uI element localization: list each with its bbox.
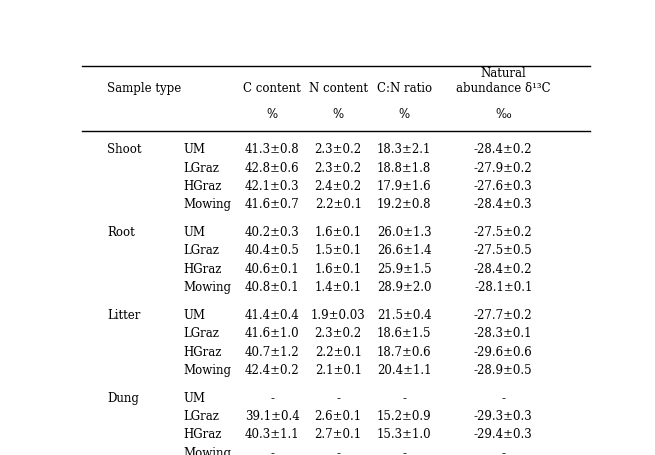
Text: HGraz: HGraz <box>183 345 222 358</box>
Text: 19.2±0.8: 19.2±0.8 <box>377 198 432 211</box>
Text: -: - <box>271 446 274 455</box>
Text: -28.4±0.3: -28.4±0.3 <box>474 198 533 211</box>
Text: -: - <box>402 446 406 455</box>
Text: 1.4±0.1: 1.4±0.1 <box>314 280 362 293</box>
Text: LGraz: LGraz <box>183 410 219 422</box>
Text: 2.2±0.1: 2.2±0.1 <box>314 198 362 211</box>
Text: 41.4±0.4: 41.4±0.4 <box>245 308 299 321</box>
Text: N content: N content <box>309 82 367 95</box>
Text: 21.5±0.4: 21.5±0.4 <box>377 308 432 321</box>
Text: 17.9±1.6: 17.9±1.6 <box>377 179 432 192</box>
Text: -27.9±0.2: -27.9±0.2 <box>474 161 533 174</box>
Text: -28.4±0.2: -28.4±0.2 <box>474 262 533 275</box>
Text: -28.1±0.1: -28.1±0.1 <box>474 280 533 293</box>
Text: 1.5±0.1: 1.5±0.1 <box>314 244 362 257</box>
Text: Mowing: Mowing <box>183 446 231 455</box>
Text: 18.3±2.1: 18.3±2.1 <box>377 143 432 156</box>
Text: %: % <box>267 108 278 121</box>
Text: 18.6±1.5: 18.6±1.5 <box>377 327 432 339</box>
Text: UM: UM <box>183 308 206 321</box>
Text: 40.3±1.1: 40.3±1.1 <box>245 428 299 440</box>
Text: Root: Root <box>107 226 135 239</box>
Text: LGraz: LGraz <box>183 161 219 174</box>
Text: 1.9±0.03: 1.9±0.03 <box>311 308 365 321</box>
Text: 41.6±1.0: 41.6±1.0 <box>245 327 299 339</box>
Text: Mowing: Mowing <box>183 363 231 376</box>
Text: -27.6±0.3: -27.6±0.3 <box>474 179 533 192</box>
Text: Shoot: Shoot <box>107 143 141 156</box>
Text: UM: UM <box>183 391 206 404</box>
Text: -: - <box>501 446 505 455</box>
Text: 1.6±0.1: 1.6±0.1 <box>314 262 362 275</box>
Text: LGraz: LGraz <box>183 244 219 257</box>
Text: -27.7±0.2: -27.7±0.2 <box>474 308 533 321</box>
Text: -27.5±0.5: -27.5±0.5 <box>474 244 533 257</box>
Text: 2.1±0.1: 2.1±0.1 <box>314 363 362 376</box>
Text: UM: UM <box>183 143 206 156</box>
Text: 42.1±0.3: 42.1±0.3 <box>245 179 299 192</box>
Text: 42.8±0.6: 42.8±0.6 <box>245 161 299 174</box>
Text: C:N ratio: C:N ratio <box>377 82 432 95</box>
Text: ‰: ‰ <box>495 108 511 121</box>
Text: -: - <box>402 391 406 404</box>
Text: -29.6±0.6: -29.6±0.6 <box>474 345 533 358</box>
Text: %: % <box>399 108 410 121</box>
Text: -27.5±0.2: -27.5±0.2 <box>474 226 533 239</box>
Text: 41.3±0.8: 41.3±0.8 <box>245 143 299 156</box>
Text: -28.9±0.5: -28.9±0.5 <box>474 363 533 376</box>
Text: 1.6±0.1: 1.6±0.1 <box>314 226 362 239</box>
Text: %: % <box>333 108 344 121</box>
Text: 18.8±1.8: 18.8±1.8 <box>377 161 432 174</box>
Text: 40.4±0.5: 40.4±0.5 <box>245 244 300 257</box>
Text: 2.6±0.1: 2.6±0.1 <box>314 410 362 422</box>
Text: -: - <box>501 391 505 404</box>
Text: 18.7±0.6: 18.7±0.6 <box>377 345 432 358</box>
Text: 2.3±0.2: 2.3±0.2 <box>314 327 362 339</box>
Text: HGraz: HGraz <box>183 428 222 440</box>
Text: HGraz: HGraz <box>183 179 222 192</box>
Text: -28.4±0.2: -28.4±0.2 <box>474 143 533 156</box>
Text: -: - <box>271 391 274 404</box>
Text: 40.2±0.3: 40.2±0.3 <box>245 226 299 239</box>
Text: Litter: Litter <box>107 308 141 321</box>
Text: 15.3±1.0: 15.3±1.0 <box>377 428 432 440</box>
Text: 28.9±2.0: 28.9±2.0 <box>377 280 432 293</box>
Text: UM: UM <box>183 226 206 239</box>
Text: 25.9±1.5: 25.9±1.5 <box>377 262 432 275</box>
Text: C content: C content <box>244 82 301 95</box>
Text: 39.1±0.4: 39.1±0.4 <box>245 410 299 422</box>
Text: 2.2±0.1: 2.2±0.1 <box>314 345 362 358</box>
Text: 40.6±0.1: 40.6±0.1 <box>245 262 299 275</box>
Text: 20.4±1.1: 20.4±1.1 <box>377 363 432 376</box>
Text: 26.0±1.3: 26.0±1.3 <box>377 226 432 239</box>
Text: HGraz: HGraz <box>183 262 222 275</box>
Text: -28.3±0.1: -28.3±0.1 <box>474 327 533 339</box>
Text: 40.7±1.2: 40.7±1.2 <box>245 345 299 358</box>
Text: -29.3±0.3: -29.3±0.3 <box>474 410 533 422</box>
Text: 15.2±0.9: 15.2±0.9 <box>377 410 432 422</box>
Text: -: - <box>336 391 340 404</box>
Text: 2.7±0.1: 2.7±0.1 <box>314 428 362 440</box>
Text: Mowing: Mowing <box>183 280 231 293</box>
Text: -29.4±0.3: -29.4±0.3 <box>474 428 533 440</box>
Text: 2.3±0.2: 2.3±0.2 <box>314 161 362 174</box>
Text: 42.4±0.2: 42.4±0.2 <box>245 363 299 376</box>
Text: 2.4±0.2: 2.4±0.2 <box>314 179 362 192</box>
Text: Mowing: Mowing <box>183 198 231 211</box>
Text: LGraz: LGraz <box>183 327 219 339</box>
Text: 26.6±1.4: 26.6±1.4 <box>377 244 432 257</box>
Text: Natural
abundance δ¹³C: Natural abundance δ¹³C <box>456 67 550 95</box>
Text: Dung: Dung <box>107 391 139 404</box>
Text: 2.3±0.2: 2.3±0.2 <box>314 143 362 156</box>
Text: -: - <box>336 446 340 455</box>
Text: 40.8±0.1: 40.8±0.1 <box>245 280 299 293</box>
Text: Sample type: Sample type <box>107 82 181 95</box>
Text: 41.6±0.7: 41.6±0.7 <box>245 198 299 211</box>
